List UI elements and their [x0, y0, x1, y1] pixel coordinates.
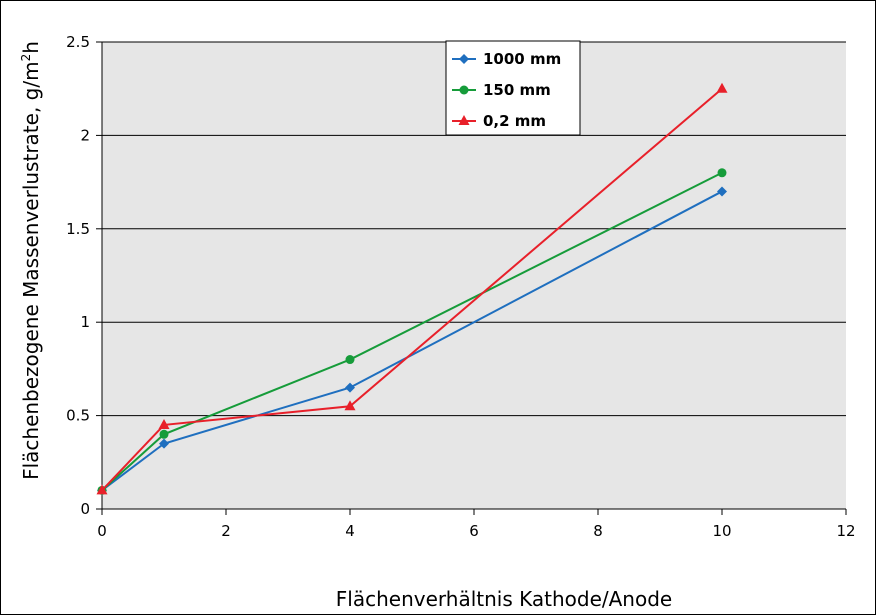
y-tick-label-4: 2: [80, 126, 90, 144]
legend-marker-1: [459, 85, 469, 95]
x-tick-label-0: 0: [97, 522, 107, 540]
y-axis-title: Flächenbezogene Massenverlustrate, g/m2h: [19, 41, 43, 480]
y-tick-labels: 0 0.5 1 1.5 2 2.5: [66, 33, 90, 518]
y-tick-label-0: 0: [80, 500, 90, 518]
y-tick-label-5: 2.5: [66, 33, 90, 51]
series-line-2: [101, 87, 723, 492]
legend-item-2: 0,2 mm: [452, 112, 546, 130]
x-tick-label-6: 12: [836, 522, 855, 540]
legend-label-1: 150 mm: [483, 81, 551, 99]
data-point-0-1: [159, 438, 169, 449]
legend-item-0: 1000 mm: [452, 50, 561, 68]
data-point-1-3: [717, 168, 727, 178]
legend-marker-0: [459, 54, 469, 64]
legend-box: [445, 40, 581, 136]
x-tick-label-4: 8: [593, 522, 603, 540]
data-point-2-1: [158, 418, 170, 429]
series-1: [97, 168, 727, 495]
data-point-1-1: [159, 429, 169, 439]
series-group: [96, 82, 728, 496]
legend-marker-2: [458, 115, 470, 125]
data-point-0-3: [717, 186, 727, 197]
x-axis-title: Flächenverhältnis Kathode/Anode: [336, 587, 672, 611]
axes: [96, 41, 847, 515]
x-tick-labels: 0 2 4 6 8 10 12: [97, 522, 855, 540]
data-point-2-0: [96, 484, 108, 495]
y-tick-label-3: 1.5: [66, 220, 90, 238]
data-point-1-2: [345, 355, 355, 365]
data-point-2-3: [716, 82, 728, 93]
x-tick-label-3: 6: [469, 522, 479, 540]
legend-label-0: 1000 mm: [483, 50, 561, 68]
x-tick-label-5: 10: [712, 522, 731, 540]
data-point-2-2: [344, 400, 356, 411]
data-point-0-2: [345, 382, 355, 393]
y-axis-title-superscript: 2: [19, 54, 33, 62]
y-tick-label-1: 0.5: [66, 407, 90, 425]
y-tick-label-2: 1: [80, 313, 90, 331]
x-tick-label-2: 4: [345, 522, 355, 540]
series-2: [96, 82, 728, 495]
legend-item-1: 150 mm: [452, 81, 551, 99]
y-axis-title-tail: h: [19, 41, 43, 54]
y-axis-title-main: Flächenbezogene Massenverlustrate, g/m: [19, 61, 43, 480]
legend-label-2: 0,2 mm: [483, 112, 546, 130]
series-line-1: [101, 171, 723, 492]
legend: 1000 mm 150 mm 0,2 mm: [445, 40, 581, 136]
x-tick-label-1: 2: [221, 522, 231, 540]
